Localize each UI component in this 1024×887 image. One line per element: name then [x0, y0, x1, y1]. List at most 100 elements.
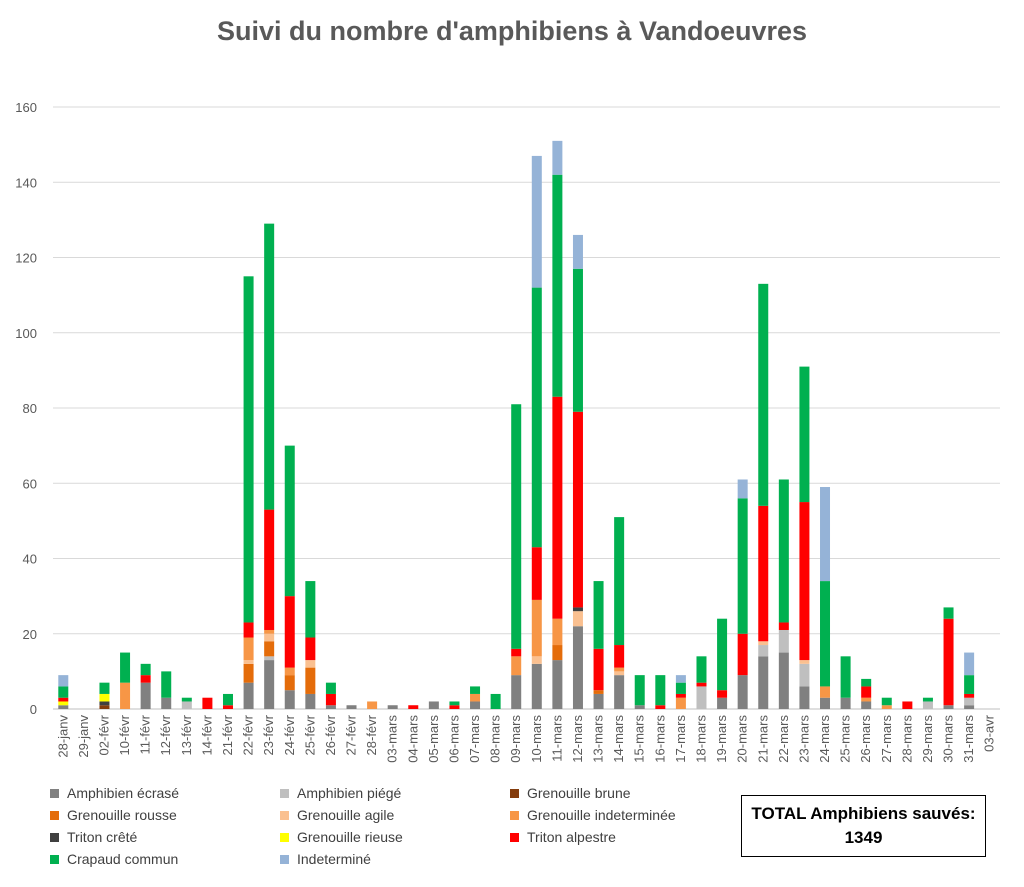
bar-segment [572, 626, 583, 709]
bar-segment [655, 705, 666, 709]
bar-segment [58, 705, 69, 709]
legend-swatch [510, 788, 519, 798]
bar-segment [202, 697, 213, 709]
bar-segment [552, 618, 563, 646]
bar-segment [861, 697, 872, 702]
x-tick-label: 31-mars [961, 715, 976, 763]
bar-segment [922, 701, 933, 709]
x-tick-label: 03-avr [982, 714, 997, 752]
x-tick-label: 05-mars [426, 715, 441, 763]
total-box: TOTAL Amphibiens sauvés: 1349 [741, 795, 986, 857]
y-tick-label: 60 [23, 476, 37, 491]
legend-label: Grenouille rousse [67, 807, 177, 823]
bar-segment [58, 697, 69, 702]
bar-segment [778, 479, 789, 623]
x-tick-label: 26-févr [323, 714, 338, 755]
bar-segment [614, 675, 625, 709]
bar-segment [243, 622, 254, 638]
legend-item: Crapaud commun [50, 851, 280, 867]
bar-segment [799, 366, 810, 503]
bar-segment [799, 663, 810, 687]
bar-segment [325, 682, 336, 694]
x-tick-label: 21-mars [755, 715, 770, 763]
bar-segment [737, 498, 748, 634]
bar-segment [58, 701, 69, 706]
bar-segment [264, 223, 275, 510]
bar-segment [593, 648, 604, 691]
bar-segment [140, 682, 151, 709]
bar-segment [531, 155, 542, 288]
bar-segment [778, 652, 789, 709]
legend-item: Triton crêté [50, 829, 280, 845]
x-tick-label: 28-mars [899, 715, 914, 763]
legend-item: Grenouille rieuse [280, 829, 510, 845]
total-value: 1349 [844, 828, 883, 847]
y-tick-label: 140 [15, 175, 37, 190]
x-tick-label: 30-mars [941, 715, 956, 763]
bar-segment [572, 411, 583, 608]
chart-title: Suivi du nombre d'amphibiens à Vandoeuvr… [216, 16, 808, 46]
x-tick-label: 07-mars [467, 715, 482, 763]
legend-swatch [280, 832, 289, 842]
bar-segment [531, 547, 542, 600]
bar-segment [737, 633, 748, 676]
bar-segment [305, 693, 316, 709]
bar-segment [675, 697, 686, 709]
x-tick-label: 10-févr [117, 714, 132, 755]
x-tick-label: 11-mars [549, 715, 564, 762]
bar-segment [799, 502, 810, 661]
bar-segment [964, 697, 975, 706]
x-tick-label: 13-févr [179, 714, 194, 755]
x-tick-label: 24-mars [817, 715, 832, 763]
bar-segment [820, 487, 831, 582]
bar-segment [99, 693, 110, 702]
y-tick-label: 20 [23, 627, 37, 642]
legend-swatch [280, 854, 289, 864]
bar-segment [552, 660, 563, 709]
bar-segment [531, 656, 542, 664]
bar-segment [264, 509, 275, 630]
bar-segment [181, 697, 192, 702]
bar-segment [964, 675, 975, 694]
bar-segment [717, 618, 728, 691]
bar-segment [922, 697, 933, 702]
x-tick-label: 15-mars [632, 715, 647, 763]
bar-segment [696, 656, 707, 683]
bar-segment [490, 693, 501, 709]
legend-item: Amphibien écrasé [50, 785, 280, 801]
bar-segment [552, 645, 563, 661]
legend-label: Crapaud commun [67, 851, 179, 867]
bar-segment [572, 607, 583, 612]
bar-segment [99, 705, 110, 709]
legend-swatch [50, 832, 59, 842]
bar-segment [820, 581, 831, 687]
bar-segment [758, 645, 769, 657]
y-tick-label: 40 [23, 552, 37, 567]
legend-item: Indeterminé [280, 851, 510, 867]
legend-item: Triton alpestre [510, 829, 740, 845]
x-tick-label: 03-mars [385, 715, 400, 763]
bar-segment [284, 675, 295, 691]
bar-segment [717, 697, 728, 709]
x-tick-label: 17-mars [673, 715, 688, 763]
legend-swatch [50, 810, 59, 820]
bar-segment [572, 234, 583, 269]
bar-segment [99, 701, 110, 706]
bar-segment [511, 648, 522, 657]
bar-segment [511, 675, 522, 709]
legend-swatch [50, 854, 59, 864]
y-tick-label: 120 [15, 251, 37, 266]
bar-segment [614, 517, 625, 646]
x-tick-label: 14-mars [611, 715, 626, 763]
bar-segment [572, 611, 583, 627]
bar-segment [778, 622, 789, 630]
bar-segment [655, 675, 666, 706]
legend-item: Grenouille brune [510, 785, 740, 801]
bar-segment [840, 697, 851, 709]
x-tick-label: 18-mars [693, 715, 708, 763]
x-tick-label: 16-mars [652, 715, 667, 763]
x-tick-label: 29-janv [76, 715, 91, 758]
x-tick-label: 19-mars [714, 715, 729, 763]
bar-segment [717, 690, 728, 698]
bar-segment [264, 641, 275, 657]
